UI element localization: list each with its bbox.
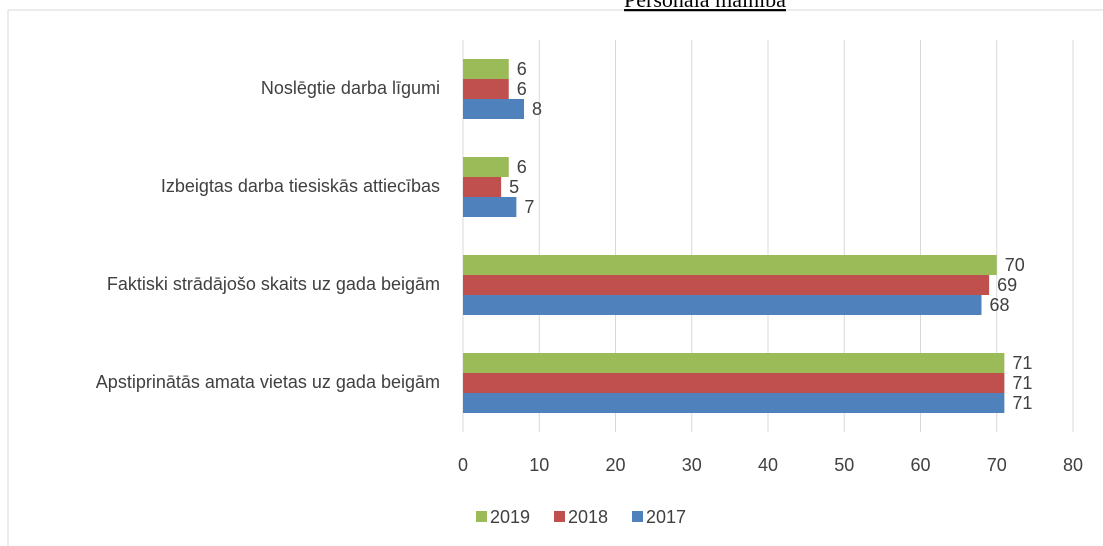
bar — [463, 353, 1005, 373]
x-tick-label: 50 — [834, 455, 854, 475]
data-label: 69 — [997, 275, 1017, 295]
y-tick-label: Izbeigtas darba tiesiskās attiecības — [161, 176, 440, 196]
data-label: 6 — [517, 157, 527, 177]
bar — [463, 59, 509, 79]
data-label: 68 — [990, 295, 1010, 315]
legend-swatch — [554, 511, 565, 522]
bar — [463, 177, 502, 197]
bar — [463, 255, 997, 275]
data-label: 5 — [509, 177, 519, 197]
legend-swatch — [476, 511, 487, 522]
bar — [463, 275, 990, 295]
bar — [463, 295, 982, 315]
x-tick-label: 10 — [529, 455, 549, 475]
data-label: 8 — [532, 99, 542, 119]
data-label: 71 — [1012, 353, 1032, 373]
x-tick-label: 30 — [682, 455, 702, 475]
legend-label: 2018 — [568, 507, 608, 527]
bar — [463, 157, 509, 177]
data-label: 6 — [517, 79, 527, 99]
x-tick-label: 60 — [910, 455, 930, 475]
bar — [463, 79, 509, 99]
bar — [463, 393, 1005, 413]
x-tick-label: 70 — [987, 455, 1007, 475]
y-tick-label: Faktiski strādājošo skaits uz gada beigā… — [107, 274, 440, 294]
data-label: 6 — [517, 59, 527, 79]
y-tick-label: Apstiprinātās amata vietas uz gada beigā… — [96, 372, 440, 392]
data-label: 7 — [524, 197, 534, 217]
x-tick-label: 40 — [758, 455, 778, 475]
x-tick-label: 0 — [458, 455, 468, 475]
bar — [463, 373, 1005, 393]
legend-swatch — [632, 511, 643, 522]
data-label: 70 — [1005, 255, 1025, 275]
x-tick-label: 20 — [605, 455, 625, 475]
y-tick-label: Noslēgtie darba līgumi — [261, 78, 440, 98]
legend-label: 2019 — [490, 507, 530, 527]
bar — [463, 99, 524, 119]
x-tick-label: 80 — [1063, 455, 1083, 475]
data-label: 71 — [1012, 373, 1032, 393]
legend-label: 2017 — [646, 507, 686, 527]
chart-title: Personāla mainība — [624, 0, 786, 12]
data-label: 71 — [1012, 393, 1032, 413]
bar — [463, 197, 517, 217]
